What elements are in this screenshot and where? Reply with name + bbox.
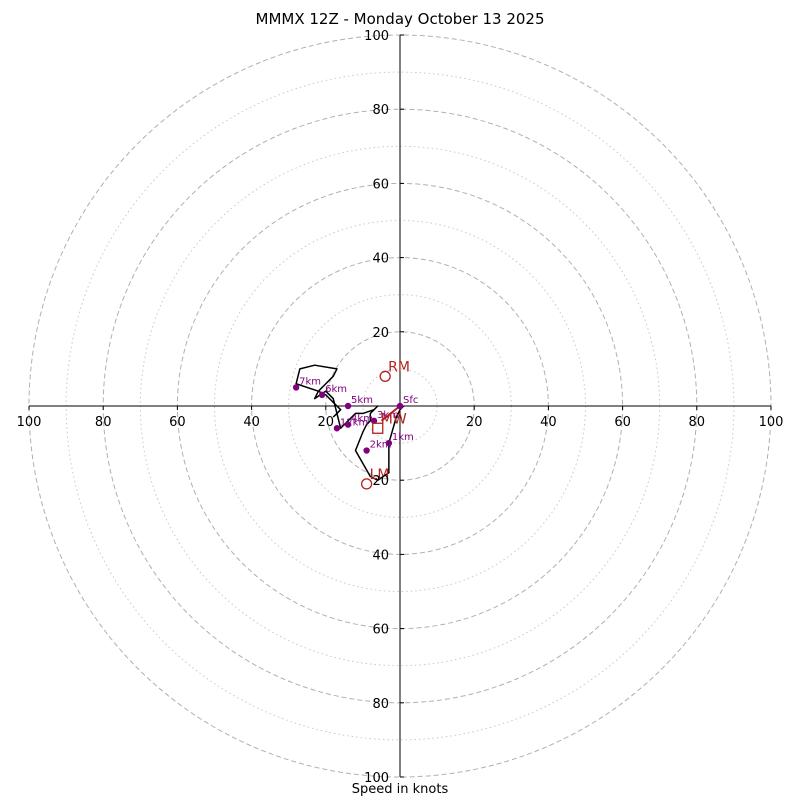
height-marker-label: 4km xyxy=(351,414,373,425)
height-marker xyxy=(344,402,352,410)
x-tick-label: 20 xyxy=(466,415,483,430)
height-marker-label: 2km xyxy=(370,440,392,451)
mean-wind-marker xyxy=(372,422,384,434)
height-marker xyxy=(344,421,352,428)
hodograph-trace xyxy=(295,364,405,481)
x-tick-label: 80 xyxy=(689,415,706,430)
x-tick-label: 20 xyxy=(318,415,335,430)
y-tick-label: 20 xyxy=(372,474,389,489)
height-marker xyxy=(370,417,378,425)
height-marker xyxy=(333,425,341,432)
y-tick-label: 40 xyxy=(372,252,389,267)
height-marker xyxy=(318,391,326,399)
y-tick-label: 60 xyxy=(372,177,389,192)
shear-vector xyxy=(380,405,401,422)
height-marker-label: 3km xyxy=(377,410,399,421)
storm-motion-label: LM xyxy=(370,467,390,483)
x-axis-label: Speed in knots xyxy=(351,782,449,797)
x-tick-label: 80 xyxy=(95,415,112,430)
height-marker xyxy=(363,447,370,454)
height-marker-label: 5km xyxy=(351,395,373,406)
storm-motion-label: RM xyxy=(388,359,410,375)
x-tick-label: 40 xyxy=(540,415,557,430)
height-marker-label: 7km xyxy=(299,376,321,387)
y-tick-label: 40 xyxy=(372,548,389,563)
x-tick-label: 40 xyxy=(243,415,260,430)
y-tick-label: 80 xyxy=(372,103,389,118)
x-tick-label: 100 xyxy=(17,415,42,430)
y-tick-label: 100 xyxy=(364,771,389,786)
x-tick-label: 100 xyxy=(759,415,784,430)
height-marker xyxy=(385,439,393,447)
chart-title: MMMX 12Z - Monday October 13 2025 xyxy=(255,10,545,28)
y-tick-label: 60 xyxy=(372,623,389,638)
y-tick-label: 100 xyxy=(364,29,389,44)
x-tick-label: 60 xyxy=(614,415,631,430)
x-tick-label: 60 xyxy=(169,415,186,430)
height-marker-label: 6km xyxy=(325,384,347,395)
height-marker xyxy=(396,402,404,410)
storm-motion-marker xyxy=(379,370,391,382)
storm-motion-markers: RM LM MW xyxy=(360,359,410,490)
height-marker-label: 1km xyxy=(392,432,414,443)
height-marker xyxy=(292,384,300,391)
height-marker-label: 12km xyxy=(340,417,368,428)
y-tick-label: 20 xyxy=(372,326,389,341)
y-tick-label: 80 xyxy=(372,697,389,712)
storm-motion-marker xyxy=(360,478,373,490)
mean-wind-label: MW xyxy=(381,411,407,427)
tick-labels: 100 80 60 40 20 20 40 60 80 100 100 80 60 40 20 20 40 60 8… xyxy=(17,29,784,786)
height-marker-label: Sfc xyxy=(403,395,418,406)
hodograph-trace-layer xyxy=(295,364,405,481)
